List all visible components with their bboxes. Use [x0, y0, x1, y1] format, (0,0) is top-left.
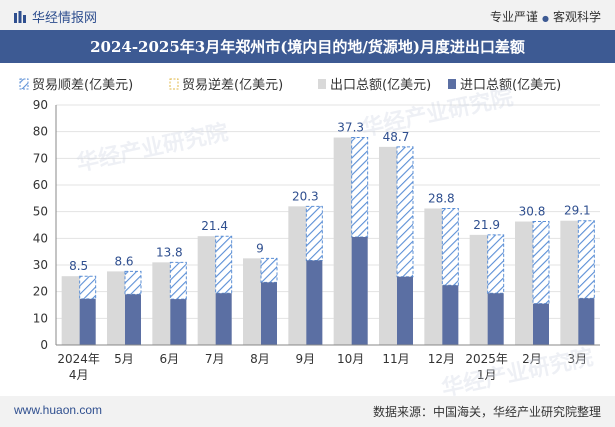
x-tick-label: 1月: [477, 368, 497, 382]
import-bar: [79, 298, 96, 345]
y-tick-label: 0: [40, 338, 48, 352]
tagline: 专业严谨 ● 客观科学: [490, 8, 601, 25]
y-tick-label: 40: [33, 231, 48, 245]
surplus-bar: [305, 205, 323, 261]
y-tick-label: 30: [33, 258, 48, 272]
x-tick-label: 4月: [69, 368, 89, 382]
x-tick-label: 2024年: [57, 352, 100, 366]
surplus-bar: [124, 270, 142, 295]
x-tick-label: 6月: [160, 352, 180, 366]
surplus-bar: [351, 137, 369, 238]
import-bar: [215, 293, 232, 345]
legend-swatch-export: [318, 79, 326, 89]
surplus-data-label: 29.1: [564, 204, 591, 218]
surplus-data-label: 8.6: [114, 254, 133, 268]
surplus-data-label: 20.3: [292, 189, 319, 203]
surplus-data-label: 30.8: [519, 205, 546, 219]
y-axis: 0 10 20 30 40 50 60 70 80 90: [33, 98, 57, 352]
x-tick-label: 2月: [522, 352, 542, 366]
surplus-data-label: 8.5: [69, 259, 88, 273]
import-bar: [533, 303, 549, 345]
legend-label: 进口总额(亿美元): [460, 78, 561, 93]
legend-label: 贸易逆差(亿美元): [182, 77, 283, 93]
surplus-data-label: 13.8: [156, 245, 183, 259]
surplus-data-label: 9: [256, 241, 264, 255]
surplus-bar: [532, 221, 550, 305]
x-tick-label: 9月: [296, 352, 316, 366]
y-tick-label: 70: [33, 151, 48, 165]
import-bar: [442, 285, 459, 345]
data-source: 数据来源：中国海关，华经产业研究院整理: [372, 405, 601, 419]
chart-title: 2024-2025年3月年郑州市(境内目的地/货源地)月度进出口差额: [90, 38, 525, 56]
x-axis: 2024年 4月 5月 6月 7月 8月 9月 10月 11月 12月 2025年 1月 2月 3月: [56, 344, 600, 382]
legend-swatch-import: [448, 79, 456, 89]
footer-bar: www.huaon.com 数据来源：中国海关，华经产业研究院整理: [0, 396, 615, 427]
y-tick-label: 10: [33, 311, 48, 325]
y-tick-label: 20: [33, 285, 48, 299]
y-tick-label: 60: [33, 178, 48, 192]
bars: [61, 137, 595, 345]
x-tick-label: 12月: [428, 352, 455, 366]
surplus-data-label: 21.4: [201, 219, 228, 233]
legend-label: 贸易顺差(亿美元): [32, 78, 133, 93]
import-bar: [487, 293, 504, 345]
surplus-bar: [215, 235, 233, 294]
x-tick-label: 11月: [382, 352, 409, 366]
brand-name: 华经情报网: [32, 11, 98, 26]
x-tick-label: 5月: [114, 352, 134, 366]
x-tick-label: 10月: [337, 352, 364, 366]
surplus-bar: [79, 275, 97, 300]
y-tick-label: 80: [33, 125, 48, 139]
surplus-data-label: 48.7: [383, 130, 410, 144]
import-bar: [306, 260, 323, 345]
tagline-right: 客观科学: [552, 10, 601, 24]
import-bar: [261, 282, 277, 345]
tagline-separator: ●: [542, 14, 549, 23]
import-bar: [170, 299, 187, 345]
import-bar: [578, 298, 595, 345]
surplus-data-label: 28.8: [428, 191, 455, 205]
surplus-bar: [577, 220, 595, 299]
tagline-left: 专业严谨: [489, 10, 538, 24]
import-bar: [351, 237, 368, 345]
legend-label: 出口总额(亿美元): [330, 78, 431, 93]
y-gridlines: [56, 104, 600, 346]
surplus-data-label: 37.3: [337, 121, 364, 135]
surplus-bar: [396, 146, 414, 278]
surplus-data-label: 21.9: [473, 218, 500, 232]
surplus-bar: [169, 261, 187, 300]
y-tick-label: 90: [33, 98, 48, 112]
surplus-bar: [260, 257, 278, 283]
brand[interactable]: 华经情报网: [14, 7, 97, 26]
chart-area: 贸易顺差(亿美元) 贸易逆差(亿美元) 出口总额(亿美元) 进口总额(亿美元) 0 10…: [19, 77, 600, 382]
x-tick-label: 8月: [250, 352, 270, 366]
title-bar: [0, 30, 615, 63]
x-tick-label: 7月: [205, 352, 225, 366]
data-labels: 8.5 8.6 13.8 21.4 9 20.3 37.3 48.7 28.8 21.9 30.8 2…: [69, 121, 591, 274]
x-tick-label: 3月: [568, 352, 588, 366]
legend: 贸易顺差(亿美元) 贸易逆差(亿美元) 出口总额(亿美元) 进口总额(亿美元): [19, 77, 561, 93]
legend-swatch-deficit: [169, 78, 179, 90]
import-bar: [397, 276, 413, 345]
website-link[interactable]: www.huaon.com: [14, 403, 103, 417]
import-bar: [125, 294, 141, 345]
surplus-bar: [487, 234, 505, 294]
x-tick-label: 2025年: [465, 352, 508, 366]
y-tick-label: 50: [33, 205, 48, 219]
huajing-logo-icon: [14, 11, 26, 23]
surplus-bar: [441, 207, 459, 286]
legend-swatch-surplus: [19, 78, 29, 90]
header-bar: 华经情报网 专业严谨 ● 客观科学: [0, 0, 615, 30]
